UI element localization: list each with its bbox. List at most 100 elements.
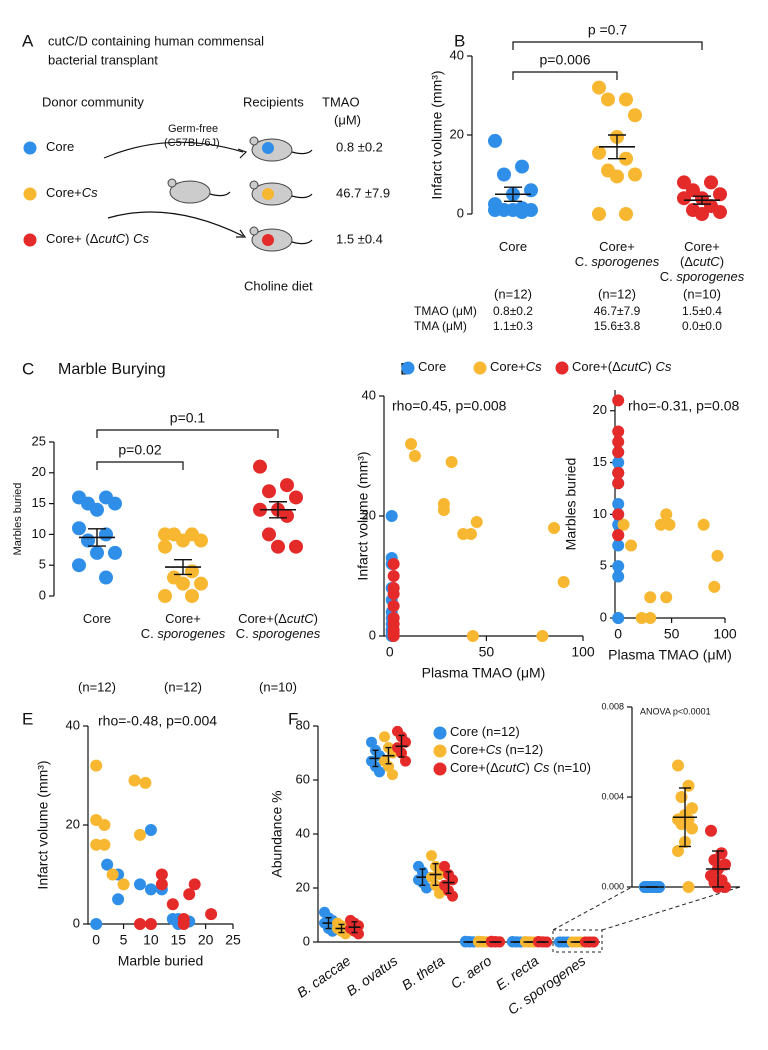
data-point — [466, 630, 479, 642]
header: Donor community — [42, 94, 144, 109]
label: Choline diet — [244, 278, 313, 293]
tmao-value: 46.7 ±7.9 — [336, 185, 390, 200]
annotation: rho=-0.31, p=0.08 — [628, 398, 740, 414]
data-point — [280, 508, 294, 523]
legend-dot — [473, 361, 487, 375]
panel-label: B — [454, 31, 465, 50]
category-label-part: ) — [314, 611, 318, 626]
data-point — [262, 484, 276, 499]
recipient-mouse — [249, 226, 313, 252]
y-tick-label: 10 — [32, 526, 46, 541]
legend-label: Core (n=12) — [450, 724, 520, 739]
x-tick-label: 25 — [225, 932, 241, 948]
y-tick-label: 10 — [593, 506, 607, 521]
category-label-part: (Δ — [680, 254, 693, 269]
data-point — [408, 450, 421, 462]
x-tick-label: 10 — [143, 932, 159, 948]
data-point — [108, 545, 122, 560]
y-tick-label: 5 — [39, 557, 46, 572]
data-point — [612, 446, 625, 459]
data-point — [387, 570, 400, 582]
n-label: (n=12) — [598, 286, 636, 301]
data-point — [205, 908, 218, 921]
zoom-connector — [552, 886, 633, 931]
data-point — [612, 466, 625, 479]
donor-name: Core+Cs — [46, 185, 98, 200]
x-tick-label: 100 — [571, 644, 595, 660]
y-tick-label: 0 — [369, 627, 376, 642]
category-label-part: cutC — [287, 611, 314, 626]
data-point — [387, 630, 400, 642]
table-row-label: TMA (μM) — [414, 319, 467, 333]
category-label-part: sporogenes — [676, 269, 744, 284]
data-point — [497, 167, 511, 182]
y-tick-label: 40 — [296, 825, 310, 840]
data-point — [515, 205, 529, 220]
n-label: (n=10) — [683, 286, 721, 301]
data-point — [704, 175, 718, 190]
data-point — [280, 478, 294, 493]
legend-dot — [433, 726, 447, 740]
legend-label: Core — [418, 359, 446, 374]
data-point — [108, 496, 122, 511]
data-point — [166, 898, 179, 911]
data-point — [677, 175, 691, 190]
x-tick-label: 15 — [170, 932, 186, 948]
category-label-part: C. — [575, 254, 592, 269]
bracket — [96, 429, 279, 438]
panel-label: E — [22, 709, 33, 728]
legend-label-part: Core+(Δ — [450, 760, 499, 775]
legend-label-part: (n=10) — [549, 760, 591, 775]
donor-name-part: ) — [125, 231, 133, 246]
data-point — [612, 456, 625, 469]
x-tick-label: B. theta — [399, 952, 448, 993]
data-point — [405, 438, 418, 450]
data-point — [644, 612, 657, 624]
data-point — [663, 518, 676, 531]
x-tick-label: 0 — [92, 932, 100, 948]
x-tick-label: 100 — [713, 626, 737, 642]
y-axis-label: Marbles buried — [12, 483, 24, 556]
arrow — [103, 141, 244, 159]
legend-dot — [23, 141, 37, 155]
x-tick-label: 50 — [479, 644, 495, 660]
legend-label-part: Cs — [486, 742, 502, 757]
data-point — [117, 878, 130, 891]
panel-label: C — [22, 359, 34, 378]
y-tick-label: 0 — [303, 933, 310, 948]
data-point — [612, 560, 625, 573]
data-point — [612, 435, 625, 448]
n-label: (n=10) — [259, 679, 297, 694]
category-label-part: cutC — [693, 254, 720, 269]
data-point — [612, 529, 625, 542]
data-point — [155, 868, 168, 881]
data-point — [592, 145, 606, 160]
table-cell: 46.7±7.9 — [594, 304, 641, 318]
donor-name: Core — [46, 139, 74, 154]
p-value: p =0.7 — [588, 22, 628, 38]
data-point — [90, 759, 103, 772]
legend-label-part: ) — [648, 359, 656, 374]
n-label: (n=12) — [164, 679, 202, 694]
data-point — [713, 205, 727, 220]
x-tick-label: 0 — [614, 626, 622, 642]
y-axis-label: Infarct volume (mm³) — [355, 451, 371, 580]
donor-name-part: Cs — [133, 231, 149, 246]
donor-name-part: Core+ — [46, 185, 82, 200]
y-tick-label: 15 — [593, 454, 607, 469]
data-point — [194, 533, 208, 548]
category-label: Core — [499, 239, 527, 254]
table-cell: 1.1±0.3 — [493, 319, 533, 333]
x-tick-label: 50 — [664, 626, 680, 642]
category-label-part: sporogenes — [252, 626, 320, 641]
y-tick-label: 20 — [296, 879, 310, 894]
data-point — [610, 169, 624, 184]
y-tick-label: 60 — [296, 771, 310, 786]
category-label-part: Core+ — [165, 611, 201, 626]
y-tick-label: 40 — [450, 47, 464, 62]
legend-label-part: Core — [418, 359, 446, 374]
arrow-head — [236, 229, 247, 238]
data-point — [385, 510, 398, 522]
x-tick-label: 5 — [120, 932, 128, 948]
